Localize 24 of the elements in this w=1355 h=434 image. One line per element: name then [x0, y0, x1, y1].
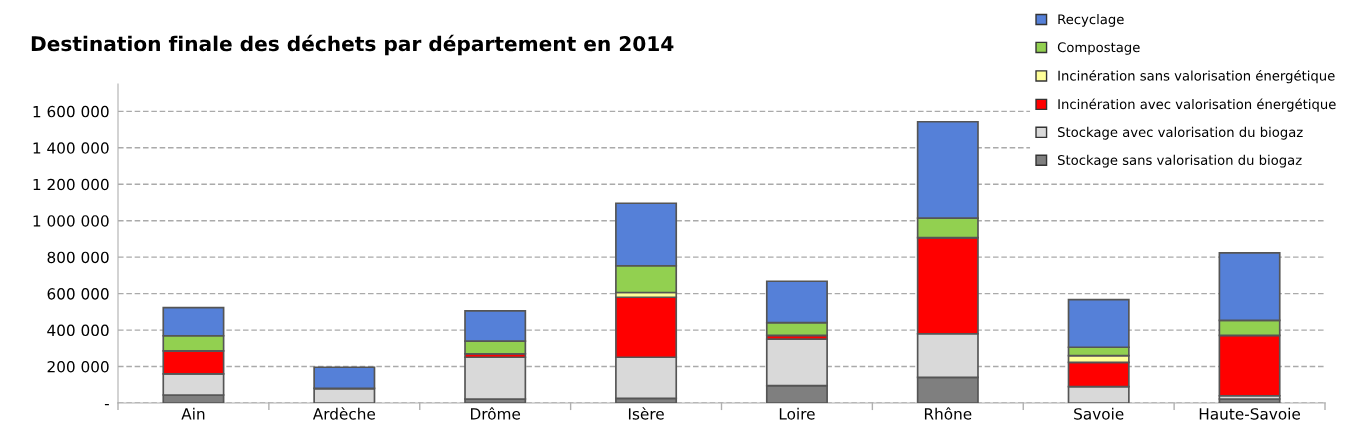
- legend-label: Stockage avec valorisation du biogaz: [1057, 126, 1303, 140]
- legend-label: Recyclage: [1058, 14, 1124, 27]
- x-tick-label: Savoie: [1074, 407, 1124, 420]
- chart-title: Destination finale des déchets par département en 2014: [31, 34, 674, 56]
- x-tick-label: Ain: [181, 407, 205, 420]
- y-tick-label: 1 400 000: [33, 142, 109, 154]
- x-tick-label: Loire: [779, 407, 815, 420]
- y-tick-label: -: [104, 404, 109, 406]
- legend-label: Stockage sans valorisation du biogaz: [1057, 154, 1302, 168]
- x-tick-label: Isère: [628, 407, 664, 420]
- y-tick-label: 200 000: [47, 361, 109, 373]
- y-tick-label: 400 000: [47, 324, 109, 337]
- x-tick-label: Haute-Savoie: [1199, 407, 1301, 420]
- x-tick-label: Drôme: [471, 407, 521, 420]
- y-tick-label: 1 000 000: [33, 215, 109, 227]
- y-tick-label: 1 200 000: [33, 178, 109, 191]
- legend-label: Compostage: [1057, 42, 1140, 55]
- legend-label: Incinération sans valorisation énergétique: [1058, 69, 1335, 84]
- x-tick-label: Rhône: [924, 407, 972, 420]
- y-tick-label: 800 000: [47, 251, 109, 264]
- legend-label: Incinération avec valorisation énergétique: [1058, 98, 1336, 112]
- x-tick-label: Ardèche: [312, 407, 376, 420]
- y-tick-label: 1 600 000: [33, 105, 109, 118]
- y-tick-label: 600 000: [47, 288, 109, 300]
